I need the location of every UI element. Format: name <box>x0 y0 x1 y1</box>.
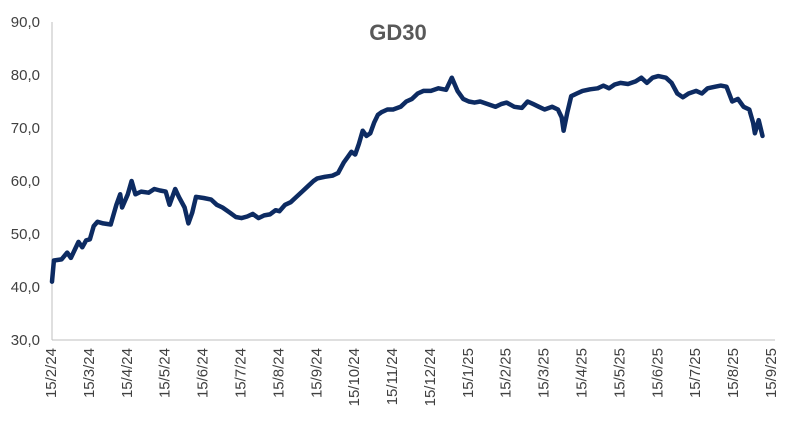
x-tick-label: 15/3/25 <box>536 348 553 398</box>
y-axis-ticks: 30,0 40,0 50,0 60,0 70,0 80,0 90,0 <box>11 14 40 349</box>
x-tick-label: 15/9/24 <box>308 348 325 398</box>
x-tick-label: 15/5/24 <box>157 348 174 398</box>
x-tick-label: 15/6/24 <box>195 348 212 398</box>
x-tick-label: 15/11/24 <box>384 348 401 405</box>
y-tick-label: 90,0 <box>11 14 40 31</box>
x-tick-label: 15/4/25 <box>574 348 591 398</box>
x-tick-label: 15/6/25 <box>649 348 666 398</box>
x-tick-label: 15/3/24 <box>81 348 98 398</box>
y-tick-label: 40,0 <box>11 279 40 296</box>
x-tick-label: 15/12/24 <box>422 348 439 406</box>
x-tick-label: 15/5/25 <box>611 348 628 398</box>
x-tick-label: 15/8/25 <box>725 348 742 398</box>
x-tick-label: 15/8/24 <box>270 348 287 398</box>
chart-title: GD30 <box>369 20 426 45</box>
x-tick-label: 15/1/25 <box>460 348 477 398</box>
y-tick-label: 70,0 <box>11 120 40 137</box>
x-tick-label: 15/2/25 <box>498 348 515 398</box>
y-tick-label: 80,0 <box>11 67 40 84</box>
x-tick-label: 15/9/25 <box>763 348 780 398</box>
x-tick-label: 15/4/24 <box>119 348 136 398</box>
x-tick-label: 15/7/25 <box>687 348 704 398</box>
x-tick-label: 15/2/24 <box>43 348 60 398</box>
x-tick-label: 15/7/24 <box>232 348 249 398</box>
y-tick-label: 60,0 <box>11 173 40 190</box>
series-line-gd30 <box>49 73 765 284</box>
y-tick-label: 30,0 <box>11 332 40 349</box>
y-tick-label: 50,0 <box>11 226 40 243</box>
x-axis-ticks: 15/2/24 15/3/24 15/4/24 15/5/24 15/6/24 15/7/… <box>43 348 780 406</box>
x-tick-label: 15/10/24 <box>346 348 363 406</box>
